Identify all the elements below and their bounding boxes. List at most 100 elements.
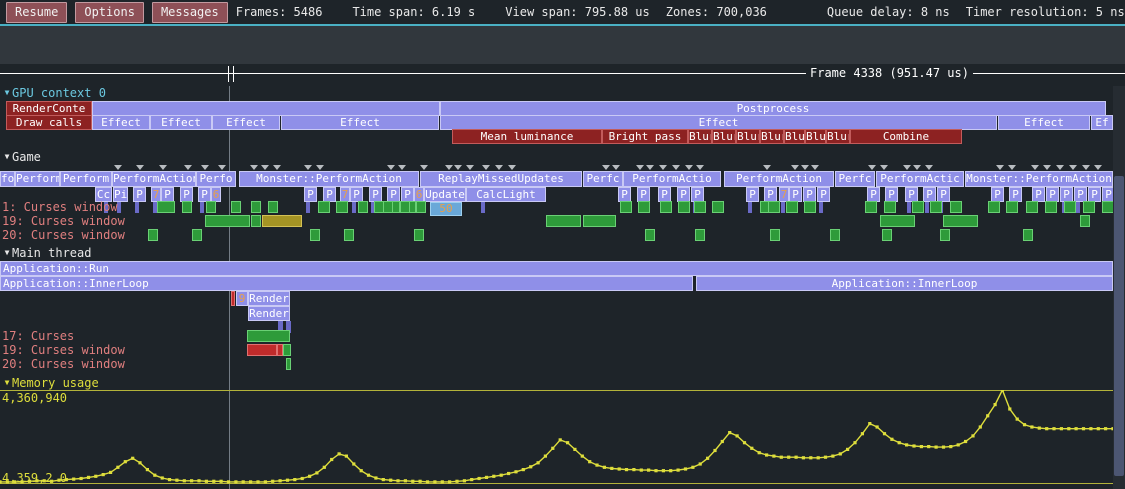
main-zone[interactable]: Application::InnerLoop xyxy=(696,276,1113,291)
curses-zone-bar[interactable] xyxy=(251,215,261,227)
game-subzone-bar[interactable] xyxy=(352,202,356,213)
gpu-zone[interactable]: Combine xyxy=(850,129,962,144)
curses-zone-bar[interactable] xyxy=(1083,201,1095,213)
curses-zone-bar[interactable] xyxy=(157,201,175,213)
curses-zone-bar[interactable] xyxy=(336,201,348,213)
curses-zone-bar[interactable] xyxy=(660,201,672,213)
game-zone[interactable]: P xyxy=(387,187,400,202)
game-subzone-bar[interactable] xyxy=(104,202,108,213)
game-zone[interactable]: P xyxy=(885,187,898,202)
curses-zone-bar[interactable] xyxy=(695,229,705,241)
curses-zone-bar[interactable] xyxy=(940,229,950,241)
game-zone[interactable]: P xyxy=(637,187,650,202)
curses-zone-bar[interactable] xyxy=(638,201,650,213)
game-zone[interactable]: P xyxy=(803,187,816,202)
chevron-down-icon[interactable]: ▼ xyxy=(4,152,10,161)
main-zone[interactable]: Render xyxy=(248,306,290,321)
game-subzone-bar[interactable] xyxy=(117,202,121,213)
gpu-zone[interactable]: Effect xyxy=(281,115,439,130)
game-subzone-bar[interactable] xyxy=(925,202,929,213)
game-zone-highlighted[interactable]: 50 xyxy=(430,202,462,216)
main-subzone-bar[interactable] xyxy=(278,321,283,333)
curses-zone-bar[interactable] xyxy=(882,229,892,241)
game-zone[interactable]: P xyxy=(991,187,1004,202)
curses-zone-bar[interactable] xyxy=(182,201,192,213)
gpu-zone[interactable]: Draw calls xyxy=(6,115,92,130)
gpu-zone[interactable]: Blu xyxy=(784,129,805,144)
group-header-main[interactable]: ▼ Main thread xyxy=(2,246,92,261)
gpu-zone[interactable] xyxy=(92,101,440,116)
game-zone[interactable]: P xyxy=(817,187,830,202)
game-subzone-bar[interactable] xyxy=(306,202,310,213)
group-header-game[interactable]: ▼ Game xyxy=(2,150,41,165)
game-subzone-bar[interactable] xyxy=(907,202,911,213)
game-zone[interactable]: Monster::PerformAction xyxy=(239,171,419,187)
game-zone[interactable]: P xyxy=(304,187,317,202)
game-zone[interactable]: Perfo xyxy=(196,171,236,187)
gpu-zone[interactable]: Effect xyxy=(440,115,997,130)
game-zone[interactable]: ReplayMissedUpdates xyxy=(420,171,582,187)
timeline[interactable]: ▼ GPU context 0 RenderConte Postprocess Dr… xyxy=(0,86,1125,489)
timeline-ruler[interactable]: Frame 4338 (951.47 us) xyxy=(0,64,1125,86)
curses-zone-bar[interactable] xyxy=(694,201,706,213)
gpu-zone[interactable]: Bright pass xyxy=(602,129,688,144)
game-zone[interactable]: Perform xyxy=(60,171,112,187)
gpu-zone[interactable]: Effect xyxy=(212,115,280,130)
curses-zone-bar[interactable] xyxy=(205,215,250,227)
game-subzone-bar[interactable] xyxy=(748,202,752,213)
game-zone[interactable]: P xyxy=(1009,187,1022,202)
curses-zone-bar[interactable] xyxy=(880,215,915,227)
game-zone[interactable]: P xyxy=(1046,187,1059,202)
game-zone[interactable]: Monster::PerformAction xyxy=(965,171,1113,187)
curses-zone-bar[interactable] xyxy=(583,215,616,227)
game-zone[interactable]: 7 xyxy=(151,187,161,202)
curses-zone-bar[interactable] xyxy=(231,201,241,213)
game-zone[interactable]: Update xyxy=(424,187,466,202)
game-subzone-bar[interactable] xyxy=(1076,202,1080,213)
game-zone[interactable]: PerformAction xyxy=(724,171,834,187)
game-zone[interactable]: P xyxy=(401,187,414,202)
game-zone[interactable]: P xyxy=(1060,187,1073,202)
game-zone[interactable]: 7 xyxy=(779,187,789,202)
game-subzone-bar[interactable] xyxy=(819,202,823,213)
main-zone-marker[interactable] xyxy=(231,291,235,306)
group-header-gpu[interactable]: ▼ GPU context 0 xyxy=(2,86,106,101)
curses-zone-bar[interactable] xyxy=(830,229,840,241)
game-zone[interactable]: P xyxy=(789,187,802,202)
gpu-zone[interactable]: Effect xyxy=(150,115,212,130)
timeline-scrollbar-thumb[interactable] xyxy=(1114,176,1124,476)
game-zone[interactable]: CalcLight xyxy=(466,187,546,202)
gpu-zone[interactable]: Blu xyxy=(805,129,826,144)
frame-overview-canvas[interactable] xyxy=(0,28,1125,64)
timeline-scrollbar-track[interactable] xyxy=(1113,86,1125,489)
curses-zone-bar[interactable] xyxy=(678,201,690,213)
curses-zone-bar[interactable] xyxy=(804,201,816,213)
curses-zone-bar[interactable] xyxy=(546,215,581,227)
game-zone[interactable]: Perfc xyxy=(583,171,623,187)
game-zone[interactable]: P xyxy=(764,187,777,202)
main-zone[interactable]: Application::InnerLoop xyxy=(0,276,693,291)
curses-zone-bar[interactable] xyxy=(318,201,330,213)
curses-zone-bar[interactable] xyxy=(344,229,354,241)
curses-zone-bar[interactable] xyxy=(283,344,291,356)
gpu-zone[interactable]: Blur xyxy=(760,129,784,144)
game-subzone-bar[interactable] xyxy=(781,202,785,213)
curses-zone-bar[interactable] xyxy=(930,201,942,213)
curses-zone-bar[interactable] xyxy=(310,229,320,241)
curses-zone-bar[interactable] xyxy=(1080,215,1090,227)
curses-zone-bar[interactable] xyxy=(1045,201,1057,213)
game-subzone-bar[interactable] xyxy=(200,202,204,213)
main-zone[interactable]: 9 xyxy=(236,291,248,306)
game-zone[interactable]: PerformAction xyxy=(112,171,196,187)
frame-overview-bar[interactable] xyxy=(0,24,1125,66)
gpu-zone[interactable]: Blur xyxy=(736,129,760,144)
gpu-zone[interactable]: Effect xyxy=(92,115,150,130)
game-zone[interactable]: PerformActio xyxy=(623,171,721,187)
curses-zone-bar[interactable] xyxy=(268,201,278,213)
curses-zone-bar[interactable] xyxy=(770,229,780,241)
gpu-zone[interactable]: Blur xyxy=(826,129,850,144)
chevron-down-icon[interactable]: ▼ xyxy=(4,378,10,387)
main-zone[interactable]: Render xyxy=(248,291,290,306)
curses-zone-bar[interactable] xyxy=(712,201,724,213)
curses-zone-bar[interactable] xyxy=(192,229,202,241)
